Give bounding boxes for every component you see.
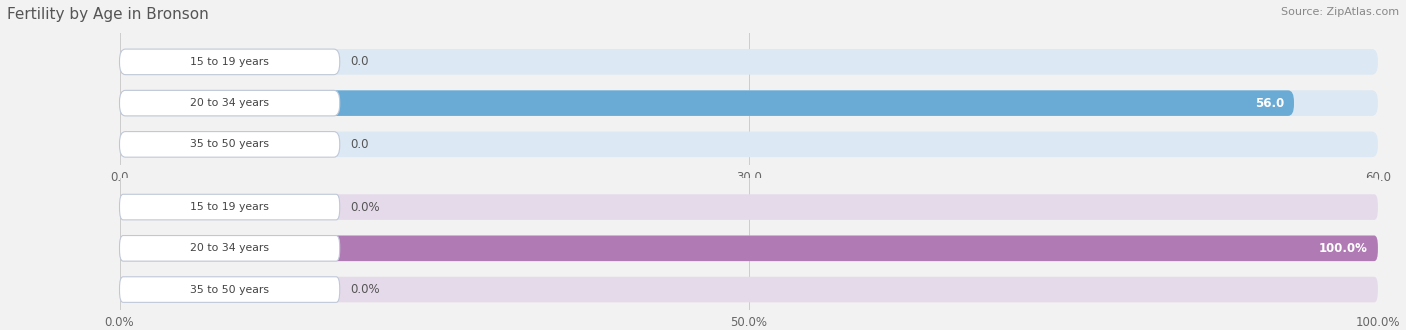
Text: 20 to 34 years: 20 to 34 years xyxy=(190,243,269,253)
Text: 35 to 50 years: 35 to 50 years xyxy=(190,139,269,149)
FancyBboxPatch shape xyxy=(120,236,1378,261)
FancyBboxPatch shape xyxy=(120,49,340,75)
FancyBboxPatch shape xyxy=(120,49,1378,75)
FancyBboxPatch shape xyxy=(120,194,1378,220)
FancyBboxPatch shape xyxy=(120,90,1294,116)
FancyBboxPatch shape xyxy=(120,236,340,261)
FancyBboxPatch shape xyxy=(120,277,340,302)
Text: 0.0%: 0.0% xyxy=(350,201,380,214)
FancyBboxPatch shape xyxy=(120,132,1378,157)
Text: 15 to 19 years: 15 to 19 years xyxy=(190,57,269,67)
Text: 100.0%: 100.0% xyxy=(1319,242,1368,255)
FancyBboxPatch shape xyxy=(120,90,1378,116)
FancyBboxPatch shape xyxy=(120,277,1378,302)
Text: 15 to 19 years: 15 to 19 years xyxy=(190,202,269,212)
Text: 35 to 50 years: 35 to 50 years xyxy=(190,284,269,295)
Text: 0.0: 0.0 xyxy=(350,138,368,151)
FancyBboxPatch shape xyxy=(120,90,340,116)
FancyBboxPatch shape xyxy=(120,236,1378,261)
Text: Fertility by Age in Bronson: Fertility by Age in Bronson xyxy=(7,7,208,21)
Text: Source: ZipAtlas.com: Source: ZipAtlas.com xyxy=(1281,7,1399,16)
Text: 0.0: 0.0 xyxy=(350,55,368,68)
Text: 56.0: 56.0 xyxy=(1254,97,1284,110)
Text: 20 to 34 years: 20 to 34 years xyxy=(190,98,269,108)
Text: 0.0%: 0.0% xyxy=(350,283,380,296)
FancyBboxPatch shape xyxy=(120,132,340,157)
FancyBboxPatch shape xyxy=(120,194,340,220)
